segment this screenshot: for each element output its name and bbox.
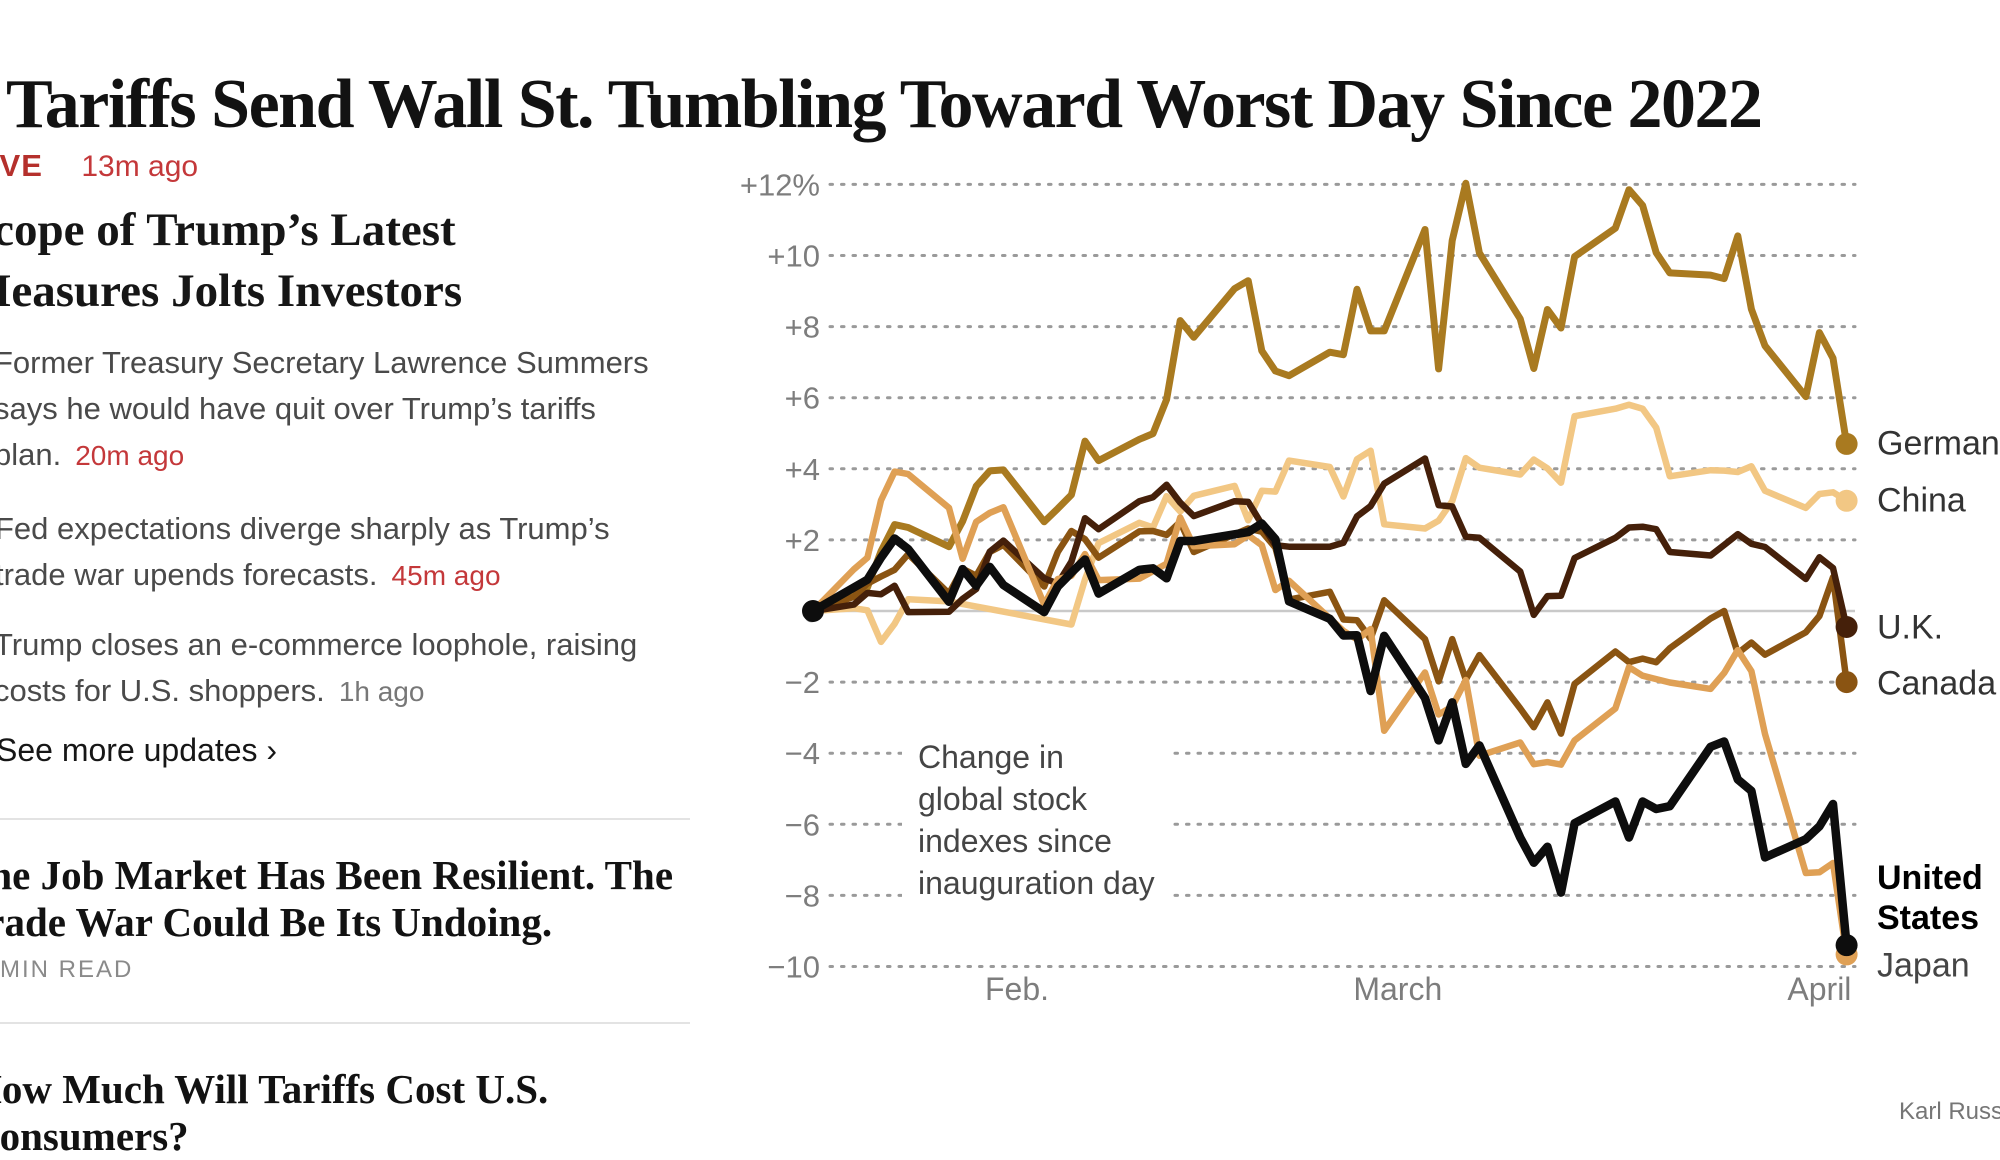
live-feed-item-text: trade war upends forecasts. 45m ago [0,552,690,599]
legend-label-china: China [1877,481,1966,520]
item-timestamp: 45m ago [391,560,501,591]
legend-label-line: States [1877,899,1980,937]
live-feed-item-text: Former Treasury Secretary Lawrence Summe… [0,345,649,380]
read-time-label: MIN READ [0,956,134,983]
live-feed-item-text: plan. 20m ago [0,432,689,479]
y-axis-tick-label: +12% [740,167,820,202]
series-end-dot-u-k- [1835,615,1858,638]
chart-credit: Karl Russell [1899,1098,2000,1125]
live-feed-item-text: trade war upends forecasts. [0,557,378,592]
story-headline-line: The Job Market Has Been Resilient. The [0,852,674,898]
live-feed-header: LIVE 13m ago [0,148,665,184]
story-headline[interactable]: The Job Market Has Been Resilient. The T… [0,852,674,946]
y-axis-tick-label: −4 [785,736,820,771]
x-axis-tick-label: April [1787,971,1851,1007]
story-headline-line: Trade War Could Be Its Undoing. [0,899,553,945]
chart-annotation-line: global stock [918,781,1087,817]
live-feed-item-text: costs for U.S. shoppers. 1h ago [0,668,689,715]
item-timestamp: 20m ago [75,440,185,471]
live-feed-item[interactable]: Trump closes an e-commerce loophole, rai… [0,622,689,715]
live-feed-item-text: plan. [0,437,62,472]
live-feed-item-text: says he would have quit over Trump’s tar… [0,391,596,426]
series-end-dot-canada [1835,671,1858,694]
legend-label-uk: U.K. [1877,608,1944,647]
stock-chart: +12%+10+8+6+4+20−2−4−6−8−10Feb.MarchApri… [740,167,1858,1007]
chart-annotation: Change in global stock indexes since ina… [902,730,1173,916]
legend-label-line: United [1877,859,1983,897]
series-line-united-states [808,519,1851,950]
y-axis-tick-label: +8 [785,310,820,345]
x-axis-tick-label: Feb. [985,971,1049,1007]
see-more-updates-link[interactable]: See more updates › [0,732,278,768]
legend-label-germany: Germany [1877,424,2000,463]
live-badge: LIVE [0,148,43,183]
item-timestamp: 1h ago [338,676,425,707]
chart-annotation-line: inauguration day [918,865,1155,901]
y-axis-tick-label: +6 [785,381,820,416]
series-line-u-k- [809,455,1850,631]
series-end-dot-germany [1835,432,1858,455]
section-divider [0,818,690,820]
y-axis-tick-label: −8 [785,878,820,913]
series-line-germany [809,179,1851,615]
chart-annotation-line: indexes since [918,823,1112,859]
story-headline-line: How Much Will Tariffs Cost U.S. [0,1066,549,1112]
live-feed-title-line: Measures Jolts Investors [0,265,463,317]
y-axis-tick-label: +4 [785,452,820,487]
live-feed-item-text: costs for U.S. shoppers. [0,673,325,708]
chart-annotation-line: Change in [918,739,1064,775]
y-axis-tick-label: +2 [785,523,820,558]
live-feed-item[interactable]: Fed expectations diverge sharply as Trum… [0,506,690,599]
legend-label-united-states: United States [1877,858,1983,938]
y-axis-tick-label: −2 [785,665,820,700]
y-axis-tick-label: −10 [767,950,820,985]
page-title[interactable]: Tariffs Send Wall St. Tumbling Toward Wo… [6,65,1763,143]
y-axis-tick-label: −6 [785,807,820,842]
live-feed-title[interactable]: Scope of Trump’s Latest Measures Jolts I… [0,200,662,322]
x-axis-tick-label: March [1353,971,1442,1007]
live-feed-item-text: Trump closes an e-commerce loophole, rai… [0,627,638,662]
series-start-dot [802,600,824,622]
live-feed-item[interactable]: Former Treasury Secretary Lawrence Summe… [0,340,689,479]
series-line-china [809,401,1850,646]
series-end-dot-china [1835,489,1858,512]
live-feed-title-line: Scope of Trump’s Latest [0,204,456,256]
y-axis-tick-label: +10 [767,239,820,274]
legend-label-japan: Japan [1877,946,1970,985]
legend-label-canada: Canada [1877,664,1997,703]
series-end-dot-united-states [1835,934,1858,957]
live-feed-item-text: Fed expectations diverge sharply as Trum… [0,511,610,546]
section-divider [0,1022,690,1024]
live-timestamp: 13m ago [81,150,199,183]
